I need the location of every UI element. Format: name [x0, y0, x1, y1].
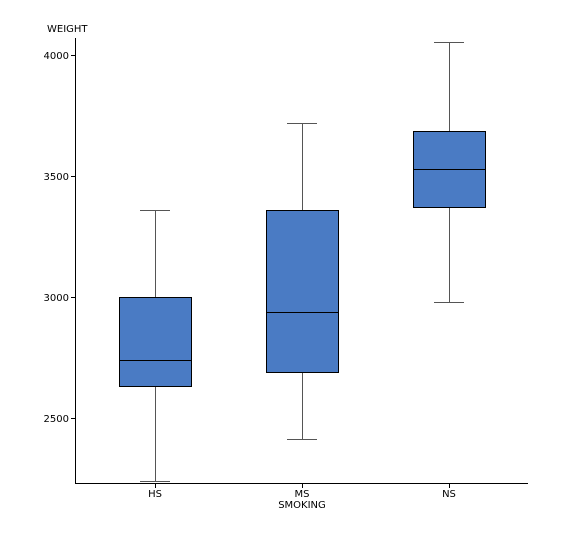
x-axis: HS MS NS	[75, 483, 528, 500]
box-group-hs	[119, 210, 192, 482]
x-tick-label: HS	[148, 489, 162, 500]
y-axis-title: WEIGHT	[47, 24, 88, 35]
iqr-box	[266, 210, 339, 373]
iqr-box	[119, 297, 192, 387]
plot-area	[119, 42, 486, 482]
y-axis: 2500 3000 3500 4000	[44, 38, 76, 484]
x-tick-label: MS	[295, 489, 310, 500]
y-tick-label: 2500	[44, 414, 69, 425]
y-tick-label: 4000	[44, 51, 69, 62]
box-group-ns	[413, 42, 486, 303]
x-tick-label: NS	[442, 489, 456, 500]
box-group-ms	[266, 123, 339, 440]
x-axis-title: SMOKING	[278, 500, 326, 511]
y-tick-label: 3000	[44, 293, 69, 304]
y-tick-label: 3500	[44, 172, 69, 183]
